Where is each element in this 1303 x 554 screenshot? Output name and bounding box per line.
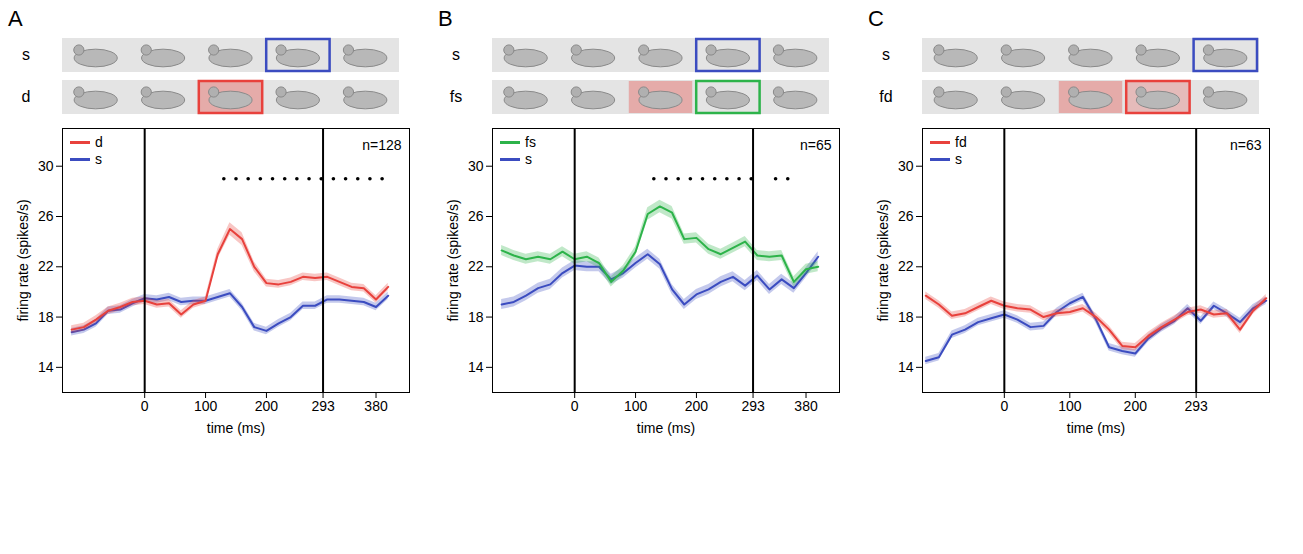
html-text:fs: fs [525,134,536,150]
svg-text:d: d [22,88,31,105]
svg-text:26: 26 [898,208,914,224]
svg-text:time (ms): time (ms) [1067,420,1125,436]
svg-text:0: 0 [571,398,579,414]
svg-text:22: 22 [468,258,484,274]
html-text:d: d [95,134,103,150]
svg-text:A: A [8,6,23,31]
svg-text:100: 100 [1058,398,1082,414]
svg-text:22: 22 [898,258,914,274]
svg-text:time (ms): time (ms) [637,420,695,436]
svg-text:firing rate (spikes/s): firing rate (spikes/s) [15,199,31,321]
svg-text:fs: fs [450,88,462,105]
svg-text:C: C [868,6,884,31]
svg-text:n=128: n=128 [362,137,402,153]
svg-text:14: 14 [468,359,484,375]
svg-text:18: 18 [468,309,484,325]
svg-text:s: s [22,46,30,63]
svg-text:200: 200 [685,398,709,414]
svg-text:30: 30 [898,158,914,174]
svg-text:firing rate (spikes/s): firing rate (spikes/s) [875,199,891,321]
svg-text:293: 293 [1184,398,1208,414]
svg-text:s: s [882,46,890,63]
svg-text:18: 18 [38,309,54,325]
svg-text:18: 18 [898,309,914,325]
html-text:s: s [955,151,962,167]
svg-text:s: s [452,46,460,63]
svg-text:30: 30 [38,158,54,174]
svg-text:380: 380 [794,398,818,414]
svg-text:14: 14 [898,359,914,375]
html-text:s: s [525,151,532,167]
svg-text:293: 293 [741,398,765,414]
svg-text:0: 0 [1000,398,1008,414]
svg-text:100: 100 [624,398,648,414]
svg-text:200: 200 [255,398,279,414]
svg-text:380: 380 [364,398,388,414]
svg-text:fd: fd [879,88,892,105]
svg-text:293: 293 [311,398,335,414]
svg-text:30: 30 [468,158,484,174]
svg-text:100: 100 [194,398,218,414]
svg-text:200: 200 [1124,398,1148,414]
svg-text:22: 22 [38,258,54,274]
svg-text:firing rate (spikes/s): firing rate (spikes/s) [445,199,461,321]
html-text:s: s [95,151,102,167]
svg-text:26: 26 [468,208,484,224]
svg-text:B: B [438,6,453,31]
svg-text:14: 14 [38,359,54,375]
svg-text:time (ms): time (ms) [207,420,265,436]
svg-text:0: 0 [141,398,149,414]
html-text:fd: fd [955,134,967,150]
svg-text:26: 26 [38,208,54,224]
svg-text:n=63: n=63 [1230,137,1262,153]
svg-text:n=65: n=65 [800,137,832,153]
